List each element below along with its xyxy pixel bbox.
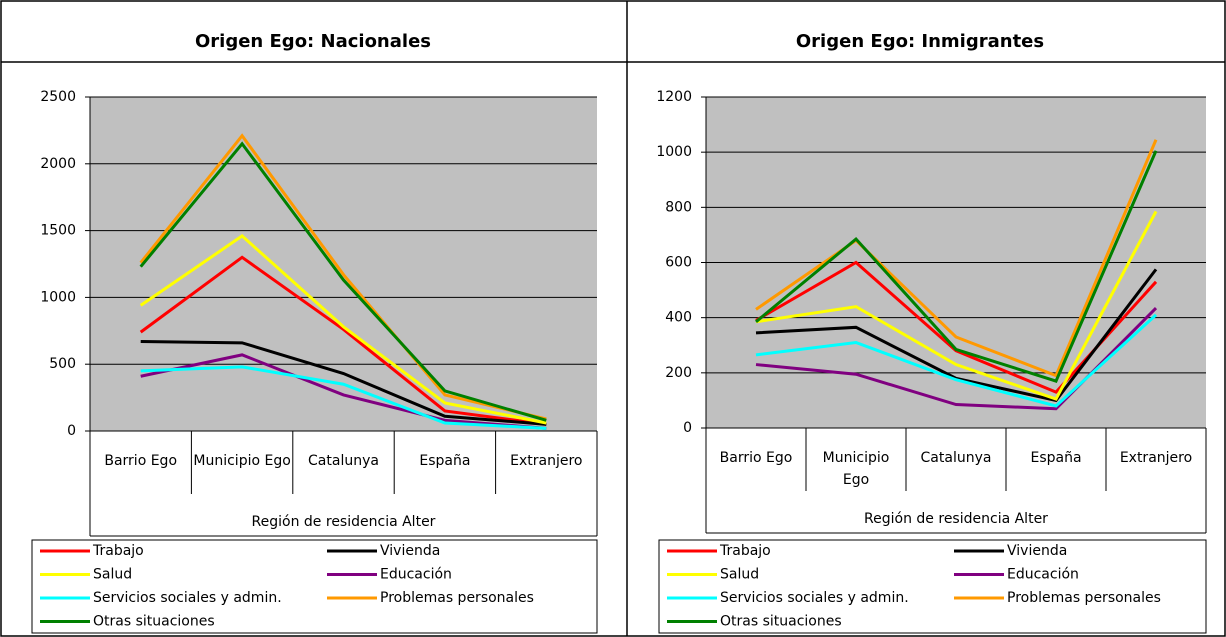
series-line [140, 353, 547, 430]
legend-label: Salud [720, 567, 759, 583]
x-tick-label: Extranjero [1119, 450, 1193, 466]
legend-label: Educación [380, 567, 452, 583]
x-tick-label: España [1030, 450, 1082, 466]
series-line [139, 141, 547, 422]
x-axis-label: Región de residencia Alter [252, 514, 436, 530]
series-line [755, 210, 1158, 401]
y-tick-label: 2500 [40, 89, 76, 105]
y-tick-label: 500 [49, 356, 76, 372]
series-line [140, 365, 547, 430]
y-tick-label: 2000 [40, 156, 76, 172]
x-tick-label-box: Catalunya [920, 450, 992, 466]
legend-label: Trabajo [92, 543, 144, 559]
x-tick-label-box: Barrio Ego [104, 453, 178, 469]
chart-title: Origen Ego: Nacionales [195, 31, 431, 52]
x-tick-label-box: Catalunya [308, 453, 379, 469]
x-tick-label-box: Extranjero [510, 453, 583, 469]
plot-area [90, 97, 597, 431]
y-tick-label: 400 [665, 310, 692, 326]
x-tick-label-box: Barrio Ego [719, 450, 793, 466]
legend-label: Educación [1007, 567, 1079, 583]
y-tick-label: 800 [665, 199, 692, 215]
legend-label: Servicios sociales y admin. [93, 590, 282, 606]
x-axis-label: Región de residencia Alter [864, 511, 1048, 527]
series-line [139, 133, 547, 421]
x-tick-label-box: España [1030, 450, 1082, 466]
y-tick-label: 0 [683, 420, 692, 436]
series-line [139, 234, 547, 425]
y-tick-label: 200 [665, 365, 692, 381]
legend-label: Otras situaciones [720, 614, 842, 630]
legend-label: Vivienda [1007, 543, 1067, 559]
x-tick-label: Extranjero [510, 453, 583, 469]
x-tick-label: Municipio Ego [193, 453, 291, 469]
y-tick-label: 0 [67, 423, 76, 439]
legend-label: Problemas personales [1007, 590, 1161, 606]
series-line [755, 313, 1158, 408]
legend-label: Problemas personales [380, 590, 534, 606]
legend-label: Salud [93, 567, 132, 583]
series-line [140, 339, 547, 426]
legend-label: Servicios sociales y admin. [720, 590, 909, 606]
x-tick-label: España [419, 453, 471, 469]
x-tick-label: Barrio Ego [719, 450, 793, 466]
x-tick-label: Catalunya [308, 453, 379, 469]
series-line [755, 150, 1158, 383]
x-tick-label: Municipio Ego [822, 450, 890, 488]
y-tick-label: 600 [665, 255, 692, 271]
y-tick-label: 1500 [40, 223, 76, 239]
series-line [755, 139, 1158, 378]
legend-box [31, 539, 598, 634]
y-tick-label: 1000 [656, 144, 692, 160]
chart-title: Origen Ego: Inmigrantes [796, 31, 1044, 52]
x-tick-label-box: Municipio Ego [822, 450, 890, 488]
legend-label: Trabajo [719, 543, 771, 559]
series-line [139, 255, 547, 426]
legend-label: Otras situaciones [93, 614, 215, 630]
x-tick-label-box: España [419, 453, 471, 469]
y-tick-label: 1000 [40, 289, 76, 305]
legend-label: Vivienda [380, 543, 440, 559]
x-tick-label: Barrio Ego [104, 453, 178, 469]
x-tick-label: Catalunya [920, 450, 992, 466]
y-tick-label: 1200 [656, 89, 692, 105]
legend-box [658, 539, 1207, 634]
x-tick-label-box: Municipio Ego [193, 453, 291, 469]
x-tick-label-box: Extranjero [1119, 450, 1193, 466]
